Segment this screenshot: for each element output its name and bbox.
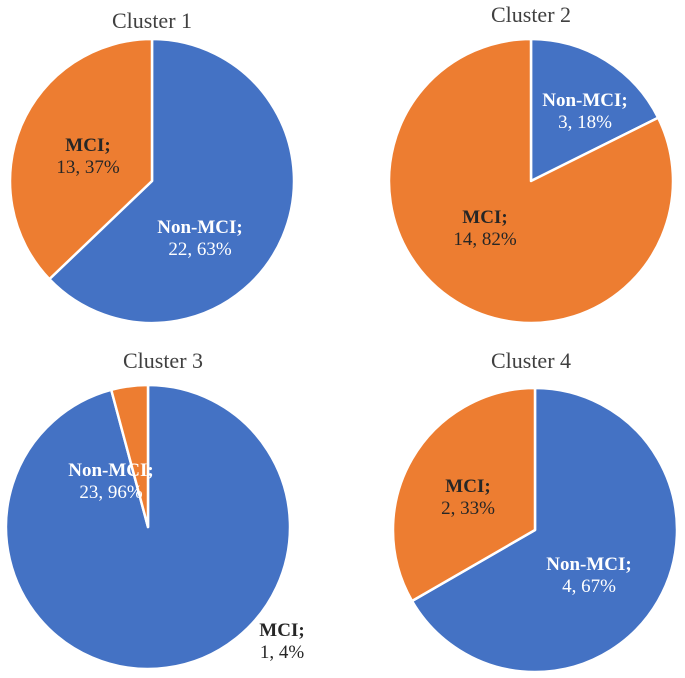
data-label-non-mci: Non-MCI; 22, 63% bbox=[157, 217, 243, 260]
pie-panel-cluster-1: Cluster 1 Non-MCI; 22, 63% MCI; 13, 37% bbox=[8, 8, 296, 325]
data-label-mci: MCI; 1, 4% bbox=[259, 620, 304, 663]
data-label-non-mci: Non-MCI; 4, 67% bbox=[546, 554, 632, 597]
pie-slice-mci bbox=[8, 37, 154, 281]
chart-title: Cluster 1 bbox=[112, 8, 192, 33]
data-label-mci: MCI; 14, 82% bbox=[453, 207, 517, 250]
pie-slice-non-mci bbox=[529, 37, 660, 183]
pie-slice-mci bbox=[110, 383, 150, 529]
pie-slice-non-mci bbox=[4, 383, 292, 671]
pie-panel-cluster-3: Cluster 3 Non-MCI; 23, 96% MCI; 1, 4% bbox=[4, 348, 305, 671]
pie-slice-non-mci bbox=[410, 386, 679, 674]
pie-slice-mci bbox=[391, 386, 537, 603]
data-label-mci: MCI; 13, 37% bbox=[56, 135, 120, 178]
data-label-non-mci: Non-MCI; 23, 96% bbox=[68, 460, 154, 503]
chart-title: Cluster 4 bbox=[491, 348, 571, 373]
pie-slice-non-mci bbox=[48, 37, 296, 325]
data-label-mci: MCI; 2, 33% bbox=[441, 476, 495, 519]
pie-panel-cluster-2: Cluster 2 Non-MCI; 3, 18% MCI; 14, 82% bbox=[387, 2, 675, 325]
chart-title: Cluster 2 bbox=[491, 2, 571, 27]
pie-slice-mci bbox=[387, 37, 675, 325]
chart-title: Cluster 3 bbox=[123, 348, 203, 373]
pie-panel-cluster-4: Cluster 4 Non-MCI; 4, 67% MCI; 2, 33% bbox=[391, 348, 679, 674]
data-label-non-mci: Non-MCI; 3, 18% bbox=[542, 90, 628, 133]
